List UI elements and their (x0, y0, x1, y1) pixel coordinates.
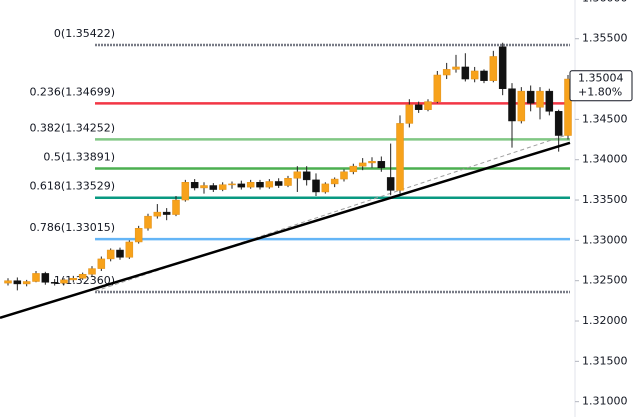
candle-body (162, 211, 171, 215)
candle-body (190, 182, 199, 189)
candle-body (134, 228, 143, 243)
candle-body (386, 177, 395, 191)
y-tick-label: 1.31000 (582, 395, 628, 408)
candle-body (274, 181, 283, 186)
candle-body (88, 268, 96, 275)
fib-label: 1(1.32360) (54, 274, 115, 287)
y-tick-label: 1.32500 (582, 274, 628, 287)
fib-label: 0(1.35422) (54, 27, 115, 40)
candle-body (172, 199, 180, 215)
candle-body (377, 161, 386, 169)
candle-body (218, 184, 227, 190)
candle-body (106, 249, 115, 260)
last-price-label: 1.35004 (578, 72, 624, 85)
candle-body (78, 273, 87, 279)
candle-body (312, 179, 320, 193)
candle-body (60, 279, 68, 284)
candle-body (414, 104, 423, 110)
candle-body (517, 90, 526, 122)
candle-body (368, 161, 376, 164)
candle-body (442, 69, 451, 76)
candle-body (424, 101, 432, 110)
candle-body (237, 183, 246, 188)
candle-body (302, 171, 311, 181)
candle-body (330, 178, 339, 185)
fib-label: 0.236(1.34699) (29, 85, 115, 98)
trendline (0, 141, 571, 319)
candle-body (50, 282, 59, 284)
candle-body (480, 70, 488, 81)
candle-body (526, 90, 535, 104)
y-tick-label: 1.33000 (582, 233, 628, 246)
fib-label: 0.382(1.34252) (29, 121, 115, 134)
candle-body (461, 66, 470, 80)
candle-body (564, 78, 572, 136)
candle-body (256, 182, 264, 188)
candle-body (13, 280, 22, 285)
y-tick-label: 1.34500 (582, 112, 628, 125)
fib-label: 0.618(1.33529) (29, 180, 115, 193)
candle-body (433, 74, 442, 102)
candle-body (116, 249, 124, 258)
candle-body (470, 70, 479, 80)
last-price-box (569, 70, 633, 102)
candle-body (554, 111, 563, 136)
candle-body (209, 185, 218, 190)
candle-body (321, 183, 330, 193)
candle-body (69, 278, 78, 281)
candle-body (293, 171, 302, 179)
fib-label: 0.786(1.33015) (29, 221, 115, 234)
candle-body (4, 280, 12, 284)
candle-body (32, 273, 40, 282)
y-tick-label: 1.32000 (582, 314, 628, 327)
candle-body (125, 241, 134, 258)
fib-label: 0.5(1.33891) (43, 150, 115, 163)
candle-body (144, 215, 152, 229)
candle-body (452, 66, 460, 70)
candle-body (358, 162, 367, 167)
candle-body (265, 181, 274, 188)
candle-body (536, 90, 544, 108)
candle-body (228, 183, 236, 186)
trendline (94, 133, 571, 292)
candle-body (340, 171, 348, 180)
candle-body (41, 273, 50, 283)
candle-body (489, 56, 498, 81)
y-tick-label: 1.34000 (582, 153, 628, 166)
change-label: +1.80% (578, 86, 622, 99)
y-tick-label: 1.33500 (582, 193, 628, 206)
candle-body (200, 185, 208, 189)
candle-body (153, 211, 162, 217)
candle-body (246, 182, 255, 188)
candle-body (405, 104, 414, 124)
candle-body (22, 281, 31, 285)
candle-body (181, 182, 190, 201)
y-tick-label: 1.31500 (582, 354, 628, 367)
candle-body (545, 90, 554, 112)
candle-body (508, 88, 516, 122)
candle-body (396, 123, 404, 191)
candle-body (284, 178, 292, 186)
y-tick-label: 1.35500 (582, 32, 628, 45)
y-tick-label: 1.36000 (582, 0, 628, 4)
candle-body (349, 165, 358, 173)
candle-body (97, 258, 106, 269)
candle-body (498, 46, 507, 89)
